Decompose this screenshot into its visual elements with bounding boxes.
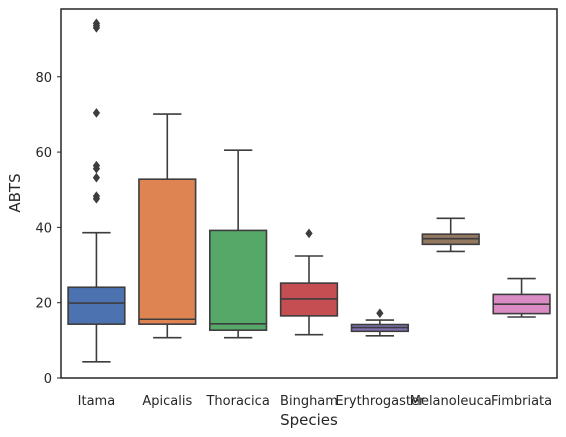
y-axis-label: ABTS — [6, 173, 24, 212]
outlier-point — [92, 18, 101, 29]
iqr-box — [138, 178, 197, 325]
outlier-point — [92, 191, 101, 202]
y-axis-ticks: 0 20 40 60 80 — [35, 71, 61, 387]
box-thoracica — [209, 149, 268, 339]
box-itama — [67, 18, 126, 363]
box-fimbriata — [492, 277, 551, 318]
plot-area-frame — [60, 8, 558, 379]
outlier-point — [376, 308, 384, 319]
y-tick-label: 20 — [35, 297, 52, 312]
x-tick-label: Thoracica — [205, 394, 269, 409]
y-tick-label: 60 — [35, 146, 52, 161]
outlier-point — [92, 160, 101, 171]
x-axis-label: Species — [280, 411, 338, 429]
box-erythrogaster — [350, 308, 409, 337]
x-tick-label: Bingham — [280, 394, 338, 409]
outlier-point — [92, 172, 101, 183]
y-tick-label: 40 — [35, 221, 52, 236]
box-melanoleuca — [421, 217, 480, 253]
outlier-point — [92, 108, 101, 118]
iqr-box — [67, 286, 126, 325]
iqr-box — [209, 229, 268, 331]
outlier-point — [305, 228, 313, 239]
x-tick-label: Fimbriata — [491, 394, 552, 409]
box-series — [67, 18, 551, 363]
x-tick-label: Erythrogaster — [335, 394, 425, 409]
y-tick-label: 80 — [35, 71, 52, 86]
x-axis-ticks: Itama Apicalis Thoracica BinghamErythrogast… — [78, 394, 552, 409]
x-tick-label: Melanoleuca — [410, 394, 492, 409]
x-tick-label: Itama — [78, 394, 116, 409]
box-bingham — [279, 228, 339, 336]
box-apicalis — [138, 113, 197, 339]
y-tick-label: 0 — [44, 372, 52, 387]
x-tick-label: Apicalis — [142, 394, 192, 409]
